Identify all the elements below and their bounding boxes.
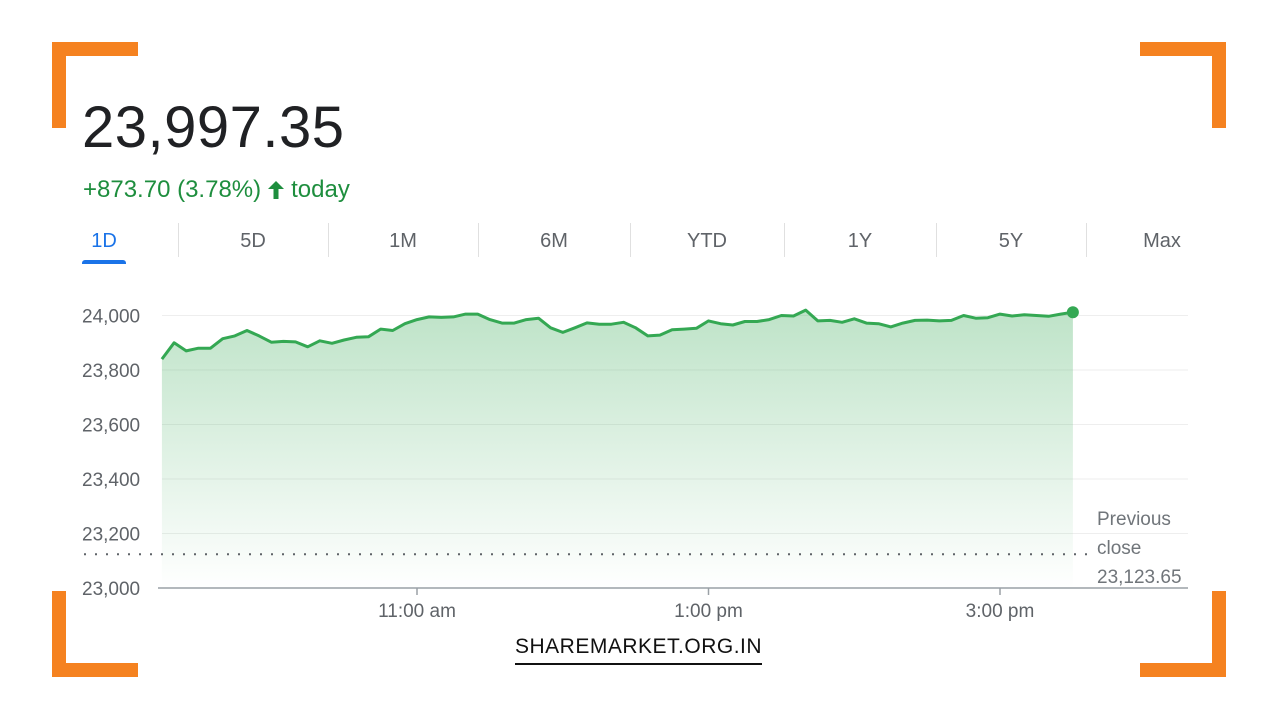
y-tick-label: 23,200 [82, 525, 140, 546]
arrow-up-icon [267, 180, 285, 200]
tab-5d[interactable]: 5D [240, 229, 266, 252]
previous-close-label-line-2: close [1097, 538, 1141, 559]
tab-divider [630, 223, 631, 257]
tab-divider [784, 223, 785, 257]
tab-divider [478, 223, 479, 257]
y-tick-label: 23,600 [82, 416, 140, 437]
x-tick-label: 3:00 pm [966, 601, 1035, 622]
tab-6m[interactable]: 6M [540, 229, 568, 252]
frame-corner-top-right [1140, 42, 1226, 128]
tab-5y[interactable]: 5Y [998, 229, 1024, 252]
tab-1m[interactable]: 1M [389, 229, 417, 252]
range-tabs: 1D 5D 1M 6M YTD 1Y 5Y Max [82, 222, 1190, 266]
price-change: +873.70 (3.78%) today [83, 176, 350, 204]
last-price-dot [1066, 306, 1079, 319]
x-tick-label: 11:00 am [378, 601, 456, 622]
y-tick-label: 23,000 [82, 579, 140, 600]
frame-corner-top-left [52, 42, 138, 128]
previous-close-value: 23,123.65 [1097, 567, 1182, 588]
tab-ytd[interactable]: YTD [687, 229, 727, 252]
y-tick-label: 23,400 [82, 470, 140, 491]
active-tab-indicator [82, 260, 126, 264]
site-brand: SHAREMARKET.ORG.IN [515, 635, 763, 665]
x-tick-label: 1:00 pm [674, 601, 743, 622]
tab-divider [178, 223, 179, 257]
tab-1d[interactable]: 1D [82, 222, 126, 264]
change-period: today [291, 176, 350, 203]
tab-max[interactable]: Max [1143, 229, 1181, 252]
price-line [160, 308, 1074, 360]
y-tick-label: 23,800 [82, 361, 140, 382]
tab-divider [936, 223, 937, 257]
index-price: 23,997.35 [82, 95, 345, 160]
tab-1y[interactable]: 1Y [847, 229, 873, 252]
frame-corner-bottom-left [52, 591, 138, 677]
y-tick-label: 24,000 [82, 307, 140, 328]
frame-corner-bottom-right [1140, 591, 1226, 677]
previous-close-label-line-1: Previous [1097, 509, 1171, 530]
price-area-fill [161, 310, 1073, 588]
tab-divider [1086, 223, 1087, 257]
change-value: +873.70 (3.78%) [83, 176, 262, 203]
tab-divider [328, 223, 329, 257]
